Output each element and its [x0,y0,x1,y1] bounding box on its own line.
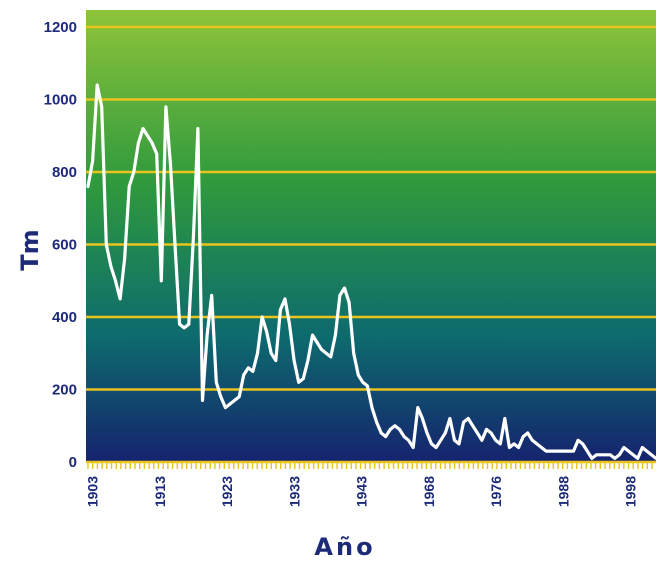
series-line [86,83,658,460]
y-tick-label: 1000 [44,92,77,109]
x-tick-label: 1933 [286,476,302,507]
y-tick-label: 600 [52,237,77,254]
x-tick-label: 1998 [623,476,639,507]
x-tick-label: 1923 [219,476,235,507]
y-tick-label: 400 [52,309,77,326]
y-tick-label: 200 [52,382,77,399]
x-tick-label: 1968 [421,476,437,507]
x-axis-title: Año [314,533,375,561]
y-tick-label: 0 [69,454,77,471]
gridlines [86,25,656,464]
y-tick-label: 1200 [44,19,77,36]
x-tick-label: 1943 [354,476,370,507]
x-tick-label: 1913 [152,476,168,507]
x-axis-ticks: 1903 1913 1923 1933 1943 1968 1976 1988 1998 [85,463,653,507]
x-tick-label: 1903 [85,476,101,507]
plot-background [86,10,656,462]
x-tick-label: 1976 [488,476,504,507]
y-axis-title: Tm [16,229,44,270]
y-tick-label: 800 [52,164,77,181]
y-axis-ticks: 0 200 400 600 800 1000 1200 [44,19,77,471]
x-tick-label: 1988 [555,476,571,507]
